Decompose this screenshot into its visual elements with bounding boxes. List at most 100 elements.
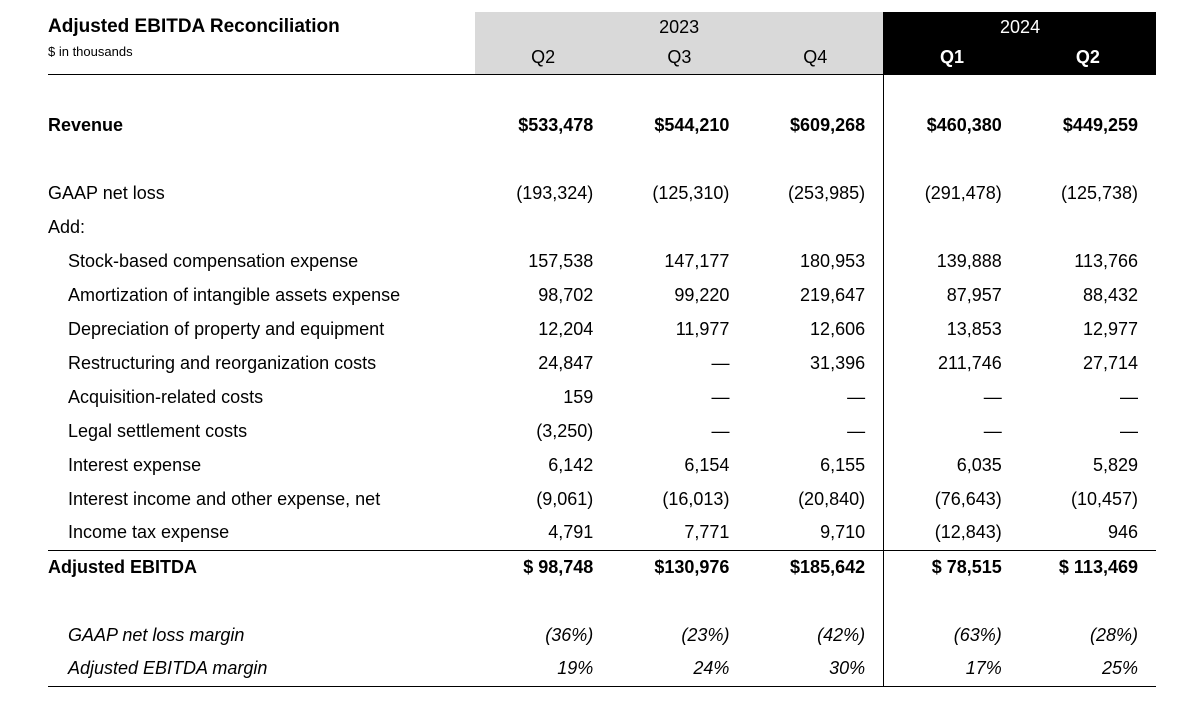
row-value: — xyxy=(747,414,883,448)
row-label: Interest expense xyxy=(48,448,475,482)
table-row xyxy=(48,584,1156,618)
row-value: $ 98,748 xyxy=(475,550,611,584)
row-value: — xyxy=(611,346,747,380)
row-value: (125,738) xyxy=(1020,176,1156,210)
table-row: Add: xyxy=(48,210,1156,244)
year-header: 2023 xyxy=(475,12,884,42)
table-header: Adjusted EBITDA Reconciliation20232024 $ … xyxy=(48,12,1156,74)
row-value: 13,853 xyxy=(884,312,1020,346)
row-value: — xyxy=(747,380,883,414)
row-value: (16,013) xyxy=(611,482,747,516)
row-value: 88,432 xyxy=(1020,278,1156,312)
table-row: Income tax expense4,7917,7719,710(12,843… xyxy=(48,516,1156,550)
row-value: (3,250) xyxy=(475,414,611,448)
row-value: 180,953 xyxy=(747,244,883,278)
row-value: $130,976 xyxy=(611,550,747,584)
table-row xyxy=(48,142,1156,176)
row-value: (42%) xyxy=(747,618,883,652)
row-value: $460,380 xyxy=(884,108,1020,142)
row-value: $ 78,515 xyxy=(884,550,1020,584)
row-value: 211,746 xyxy=(884,346,1020,380)
row-value: 157,538 xyxy=(475,244,611,278)
table-title: Adjusted EBITDA Reconciliation xyxy=(48,12,475,42)
row-label: Legal settlement costs xyxy=(48,414,475,448)
row-value: (28%) xyxy=(1020,618,1156,652)
year-header: 2024 xyxy=(884,12,1156,42)
row-value: (253,985) xyxy=(747,176,883,210)
row-value: 113,766 xyxy=(1020,244,1156,278)
ebitda-reconciliation-table: Adjusted EBITDA Reconciliation20232024 $ … xyxy=(48,12,1156,687)
row-value: (125,310) xyxy=(611,176,747,210)
table-row: GAAP net loss margin(36%)(23%)(42%)(63%)… xyxy=(48,618,1156,652)
row-label: Adjusted EBITDA xyxy=(48,550,475,584)
table-row: Revenue$533,478$544,210$609,268$460,380$… xyxy=(48,108,1156,142)
row-value: (10,457) xyxy=(1020,482,1156,516)
row-value: 6,142 xyxy=(475,448,611,482)
row-label: Income tax expense xyxy=(48,516,475,550)
row-value: 4,791 xyxy=(475,516,611,550)
row-value: (23%) xyxy=(611,618,747,652)
row-value: 6,035 xyxy=(884,448,1020,482)
quarter-header: Q2 xyxy=(475,42,611,74)
row-value xyxy=(475,210,611,244)
table-body: Revenue$533,478$544,210$609,268$460,380$… xyxy=(48,74,1156,686)
row-value: 87,957 xyxy=(884,278,1020,312)
row-value xyxy=(884,210,1020,244)
row-value: (9,061) xyxy=(475,482,611,516)
row-value: 24% xyxy=(611,652,747,686)
table-row: Stock-based compensation expense157,5381… xyxy=(48,244,1156,278)
row-value xyxy=(611,210,747,244)
row-value: 12,977 xyxy=(1020,312,1156,346)
row-label: Amortization of intangible assets expens… xyxy=(48,278,475,312)
table-row: Interest expense6,1426,1546,1556,0355,82… xyxy=(48,448,1156,482)
row-value: $533,478 xyxy=(475,108,611,142)
row-value: 12,606 xyxy=(747,312,883,346)
row-value: (291,478) xyxy=(884,176,1020,210)
table-row: Depreciation of property and equipment 12… xyxy=(48,312,1156,346)
row-value: — xyxy=(611,380,747,414)
row-value: 147,177 xyxy=(611,244,747,278)
row-value: $449,259 xyxy=(1020,108,1156,142)
row-value: $ 113,469 xyxy=(1020,550,1156,584)
row-value: — xyxy=(884,414,1020,448)
row-value: 27,714 xyxy=(1020,346,1156,380)
row-label: Stock-based compensation expense xyxy=(48,244,475,278)
row-value: 5,829 xyxy=(1020,448,1156,482)
table-row xyxy=(48,74,1156,108)
row-value xyxy=(1020,210,1156,244)
row-value: — xyxy=(884,380,1020,414)
row-label: Restructuring and reorganization costs xyxy=(48,346,475,380)
row-value: 7,771 xyxy=(611,516,747,550)
row-value: — xyxy=(611,414,747,448)
table-row: Interest income and other expense, net(9… xyxy=(48,482,1156,516)
row-value: 11,977 xyxy=(611,312,747,346)
table-row: Legal settlement costs(3,250)———— xyxy=(48,414,1156,448)
row-label: Revenue xyxy=(48,108,475,142)
table-row: Adjusted EBITDA$ 98,748$130,976$185,642$… xyxy=(48,550,1156,584)
row-value: 25% xyxy=(1020,652,1156,686)
quarter-header: Q2 xyxy=(1020,42,1156,74)
row-value: 6,154 xyxy=(611,448,747,482)
row-value: 24,847 xyxy=(475,346,611,380)
table-row: GAAP net loss(193,324)(125,310)(253,985)… xyxy=(48,176,1156,210)
row-value: — xyxy=(1020,380,1156,414)
row-label: Depreciation of property and equipment xyxy=(48,312,475,346)
row-value: $544,210 xyxy=(611,108,747,142)
row-value: 139,888 xyxy=(884,244,1020,278)
row-value: 219,647 xyxy=(747,278,883,312)
row-value: — xyxy=(1020,414,1156,448)
row-value: (76,643) xyxy=(884,482,1020,516)
quarter-header: Q1 xyxy=(884,42,1020,74)
row-value: (63%) xyxy=(884,618,1020,652)
table-row: Amortization of intangible assets expens… xyxy=(48,278,1156,312)
table-subtitle: $ in thousands xyxy=(48,42,475,74)
row-value: 6,155 xyxy=(747,448,883,482)
row-value: 31,396 xyxy=(747,346,883,380)
row-value: 30% xyxy=(747,652,883,686)
table-row: Acquisition-related costs159———— xyxy=(48,380,1156,414)
row-value: (36%) xyxy=(475,618,611,652)
row-label: Add: xyxy=(48,210,475,244)
table-row: Adjusted EBITDA margin19%24%30%17%25% xyxy=(48,652,1156,686)
table-row: Restructuring and reorganization costs24… xyxy=(48,346,1156,380)
row-label: GAAP net loss xyxy=(48,176,475,210)
